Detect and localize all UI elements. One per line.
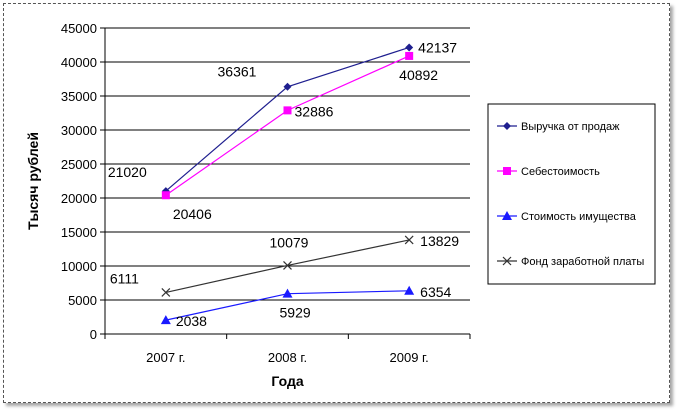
y-tick-label: 35000 xyxy=(61,89,97,104)
plot-area xyxy=(104,28,470,335)
data-label: 2038 xyxy=(176,313,207,329)
data-point-marker xyxy=(282,288,293,298)
data-point-marker xyxy=(404,235,414,245)
y-tick-label: 25000 xyxy=(61,157,97,172)
y-axis-title: Тысяч рублей xyxy=(25,132,41,230)
data-label: 6111 xyxy=(110,270,139,286)
data-label: 40892 xyxy=(399,67,438,83)
legend-label: Себестоимость xyxy=(521,166,600,178)
y-tick-label: 0 xyxy=(90,327,97,342)
y-tick-label: 15000 xyxy=(61,225,97,240)
data-point-marker xyxy=(404,285,415,295)
data-point-marker xyxy=(405,51,414,60)
legend: Выручка от продаж Себестоимость Стоимость … xyxy=(487,103,656,285)
y-tick-label: 40000 xyxy=(61,55,97,70)
legend-label: Фонд заработной платы xyxy=(521,256,644,268)
data-label: 32886 xyxy=(295,103,334,119)
data-point-marker xyxy=(160,315,171,325)
data-label: 6354 xyxy=(420,284,451,300)
chart-frame: 0 5000 10000 15000 20000 25000 30000 35000 40000… xyxy=(3,3,670,403)
data-label: 20406 xyxy=(173,206,212,222)
legend-marker xyxy=(502,211,512,220)
data-point-marker xyxy=(283,106,292,115)
data-label: 10079 xyxy=(270,234,309,250)
series-line xyxy=(165,55,410,196)
x-tick-label: 2009 г. xyxy=(390,350,429,365)
data-point-marker xyxy=(283,82,292,91)
legend-marker xyxy=(503,167,511,175)
data-labels: 21020 36361 42137 20406 32886 40892 2038 5929 63… xyxy=(108,39,459,329)
y-axis-ticks: 0 5000 10000 15000 20000 25000 30000 35000 40000… xyxy=(61,21,105,342)
y-tick-label: 30000 xyxy=(61,123,97,138)
data-label: 13829 xyxy=(420,233,459,249)
legend-label: Стоимость имущества xyxy=(521,211,637,223)
legend-label: Выручка от продаж xyxy=(521,121,620,133)
y-tick-label: 5000 xyxy=(68,293,97,308)
legend-marker xyxy=(503,122,511,130)
x-tick-label: 2007 г. xyxy=(146,350,185,365)
data-point-marker xyxy=(405,43,414,52)
legend-marker xyxy=(502,256,512,266)
x-tick-label: 2008 г. xyxy=(268,350,307,365)
line-chart: 0 5000 10000 15000 20000 25000 30000 35000 40000… xyxy=(25,21,656,389)
data-point-marker xyxy=(283,261,292,270)
legend-box xyxy=(487,103,656,285)
y-tick-label: 10000 xyxy=(61,259,97,274)
data-label: 36361 xyxy=(218,64,257,80)
data-label: 21020 xyxy=(108,164,147,180)
x-axis-title: Года xyxy=(271,373,303,389)
data-label: 42137 xyxy=(418,39,457,55)
data-point-marker xyxy=(161,288,171,297)
data-label: 5929 xyxy=(280,305,311,321)
series-group xyxy=(160,43,415,325)
y-tick-label: 20000 xyxy=(61,191,97,206)
x-axis-ticks: 2007 г. 2008 г. 2009 г. xyxy=(104,334,471,365)
y-tick-label: 45000 xyxy=(61,21,97,36)
data-point-marker xyxy=(161,191,170,200)
